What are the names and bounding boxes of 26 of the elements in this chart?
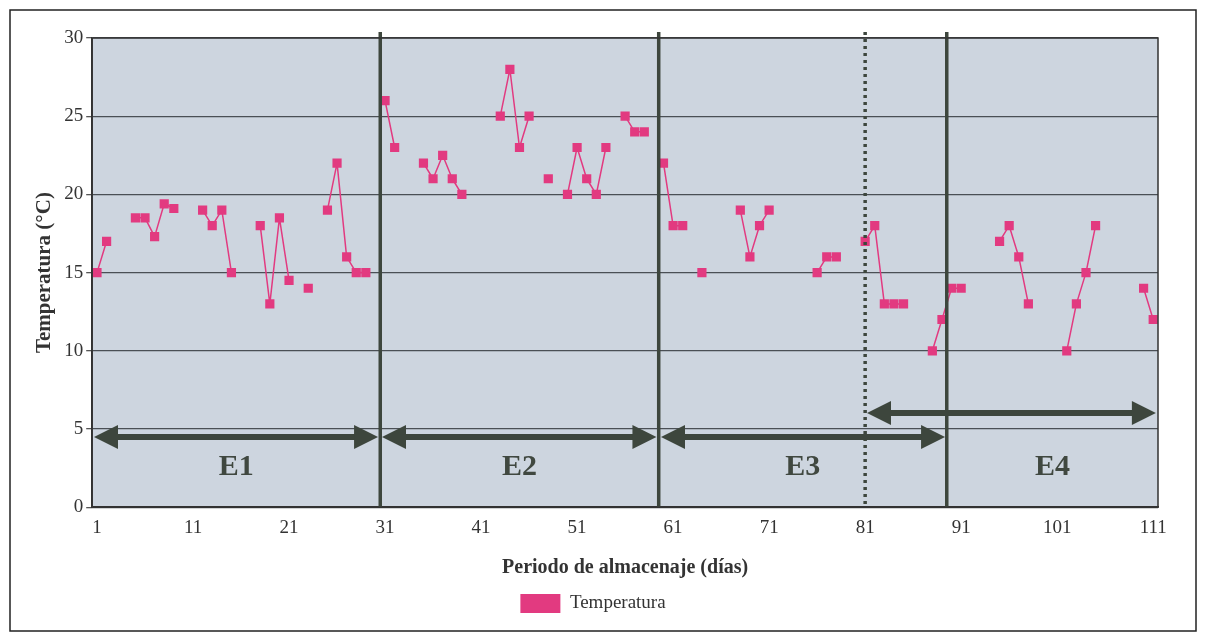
x-tick-label: 41	[471, 515, 491, 537]
x-axis-title: Periodo de almacenaje (días)	[502, 555, 749, 579]
annotation: E2	[501, 447, 537, 481]
x-tick-label: 101	[1042, 515, 1072, 537]
y-tick-label: 15	[64, 260, 84, 282]
x-tick-label: 81	[855, 515, 875, 537]
annotation: E3	[785, 447, 821, 481]
x-tick-label: 31	[375, 515, 395, 537]
x-tick-label: 11	[183, 515, 203, 537]
y-tick-label: 0	[73, 495, 84, 517]
y-tick-label: 30	[64, 25, 84, 47]
annotation: E1	[218, 447, 254, 481]
y-tick-label: 20	[64, 182, 84, 204]
y-tick-label: 10	[64, 338, 84, 360]
x-tick-label: 21	[279, 515, 299, 537]
x-tick-label: 111	[1139, 515, 1167, 537]
legend-label: Temperatura	[569, 591, 667, 613]
x-tick-label: 71	[759, 515, 779, 537]
x-tick-label: 51	[567, 515, 587, 537]
y-tick-label: 5	[73, 416, 84, 438]
x-tick-label: 61	[663, 515, 683, 537]
x-tick-label: 1	[92, 515, 102, 537]
x-tick-label: 91	[951, 515, 971, 537]
y-axis-title: Temperatura (°C)	[31, 192, 56, 354]
annotation: E4	[1034, 447, 1070, 481]
y-tick-label: 25	[64, 104, 84, 126]
